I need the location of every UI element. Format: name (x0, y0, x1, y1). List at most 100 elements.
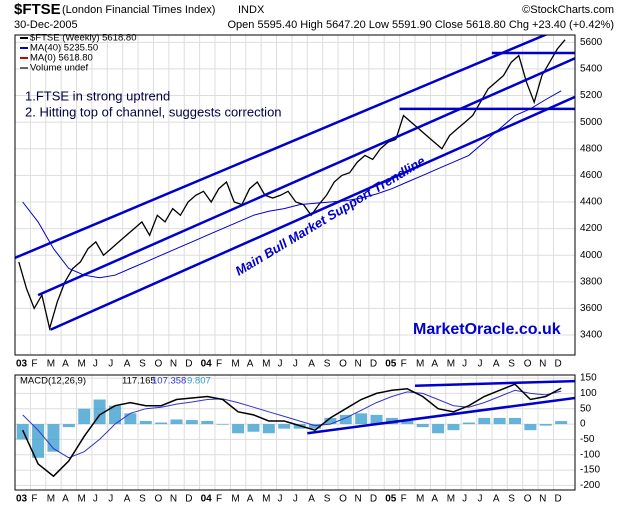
x-tick-label: M (47, 494, 55, 505)
y-tick-label: -150 (580, 465, 600, 476)
date: 30-Dec-2005 (14, 19, 78, 31)
x-tick-label: N (354, 494, 361, 505)
histogram-bar (370, 414, 383, 425)
x-tick-label: O (524, 494, 532, 505)
x-tick-label: O (154, 494, 162, 505)
x-tick-label: F (31, 359, 37, 370)
histogram-bar (524, 424, 537, 431)
annotation: MarketOracle.co.uk (413, 321, 561, 338)
legend-entry: MACD(12,26,9) (20, 376, 86, 387)
histogram-bar (432, 424, 445, 434)
x-tick-label: D (185, 494, 192, 505)
histogram-bar (124, 413, 137, 425)
x-tick-label: M (447, 494, 455, 505)
histogram-bar (139, 421, 152, 425)
histogram-bar (247, 424, 260, 432)
y-tick-label: 4400 (580, 197, 603, 208)
x-tick-label: S (139, 494, 146, 505)
legend-entry: MA(40) 5235.50 (30, 43, 98, 54)
histogram-bar (401, 421, 414, 425)
histogram-bar (355, 413, 368, 425)
price-line (22, 90, 562, 279)
histogram-bar (262, 424, 275, 434)
y-tick-label: 5200 (580, 90, 603, 101)
histogram-bar (155, 422, 168, 425)
y-tick-label: -200 (580, 480, 600, 491)
x-tick-label: S (324, 494, 331, 505)
y-tick-label: 4600 (580, 170, 603, 181)
x-tick-label: D (370, 494, 377, 505)
legend-entry: 9.807 (187, 376, 211, 387)
x-tick-label: F (401, 359, 407, 370)
histogram-bar (324, 417, 337, 425)
x-tick-label: J (293, 359, 298, 370)
exchange: INDX (238, 4, 265, 16)
y-tick-label: 0 (580, 419, 586, 430)
histogram-bar (478, 417, 491, 425)
x-tick-label: A (62, 494, 69, 505)
legend-entry: MA(0) 5618.80 (30, 53, 93, 64)
trendline (49, 95, 575, 331)
x-tick-label: N (170, 359, 177, 370)
x-tick-label: S (508, 359, 515, 370)
x-tick-label: J (108, 494, 113, 505)
plot-frame (14, 374, 576, 491)
x-tick-label: A (493, 494, 500, 505)
x-tick-label: S (324, 359, 331, 370)
y-tick-label: 4200 (580, 223, 603, 234)
y-tick-label: 150 (580, 373, 597, 384)
y-tick-label: 5400 (580, 64, 603, 75)
histogram-bar (32, 424, 45, 458)
x-tick-label: D (554, 359, 561, 370)
index-name: (London Financial Times Index) (62, 4, 215, 16)
x-tick-label: M (262, 494, 270, 505)
x-tick-label: O (524, 359, 532, 370)
histogram-bar (109, 405, 121, 425)
macd-line (22, 383, 562, 478)
plot (16, 379, 575, 478)
x-tick-label: 04 (201, 494, 213, 505)
x-tick-label: M (231, 359, 239, 370)
x-tick-label: A (124, 359, 131, 370)
x-tick-label: 05 (385, 494, 397, 505)
histogram-bar (47, 424, 60, 452)
x-tick-label: F (401, 494, 407, 505)
x-tick-label: J (108, 359, 113, 370)
legend-entry: Volume undef (30, 63, 88, 74)
histogram-bar (216, 424, 229, 425)
histogram-bar (339, 414, 352, 425)
x-tick-label: D (370, 359, 377, 370)
x-tick-label: N (354, 359, 361, 370)
x-tick-label: 03 (16, 359, 28, 370)
x-tick-label: J (93, 359, 98, 370)
x-tick-label: D (554, 494, 561, 505)
macd-line (22, 389, 562, 459)
legend-entry: 107.358 (152, 376, 186, 387)
x-tick-label: F (216, 359, 222, 370)
x-tick-label: A (124, 494, 131, 505)
histogram-bar (309, 424, 321, 429)
price-line (18, 39, 566, 331)
x-tick-label: M (447, 359, 455, 370)
histogram-bar (278, 424, 291, 429)
x-tick-label: M (78, 359, 86, 370)
histogram-bar (462, 422, 475, 425)
histogram-bar (170, 419, 183, 425)
legend-entry: 117.165 (122, 376, 156, 387)
x-tick-label: 03 (16, 494, 28, 505)
x-tick-label: M (416, 359, 424, 370)
x-tick-label: M (262, 359, 270, 370)
x-tick-label: O (339, 359, 347, 370)
histogram-bar (509, 417, 521, 425)
x-tick-label: A (431, 494, 438, 505)
x-tick-label: M (78, 494, 86, 505)
x-tick-label: O (154, 359, 162, 370)
x-tick-label: N (539, 494, 546, 505)
histogram-bar (539, 424, 552, 426)
y-tick-label: -100 (580, 449, 600, 460)
x-tick-label: J (93, 494, 98, 505)
quote: Open 5595.40 High 5647.20 Low 5591.90 Cl… (227, 19, 614, 31)
x-tick-label: F (31, 494, 37, 505)
x-tick-label: J (278, 359, 283, 370)
x-tick-label: D (185, 359, 192, 370)
